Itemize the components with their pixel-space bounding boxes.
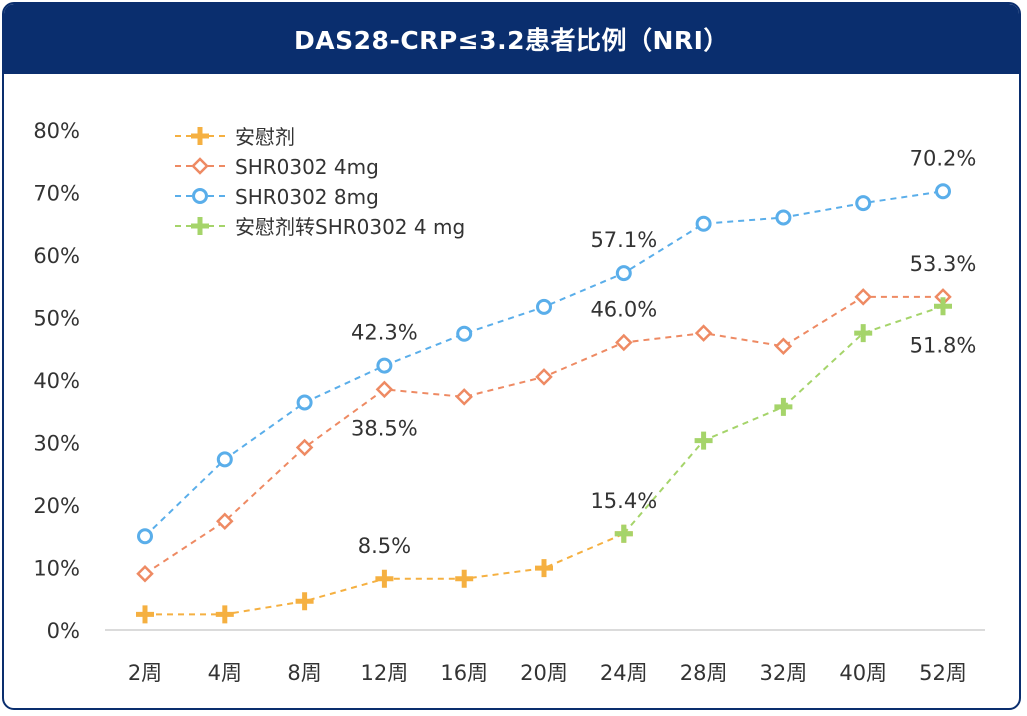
data-point [535,559,553,578]
data-label: 46.0% [590,298,657,322]
data-point [455,388,473,406]
data-point [855,195,872,212]
data-point [694,431,713,450]
data-label: 70.2% [910,146,977,170]
x-tick-label: 24周 [600,661,648,685]
data-point [774,397,793,416]
series-line-2 [144,295,943,575]
data-point [614,524,633,543]
data-point [137,528,153,545]
series-line-3 [144,190,944,537]
chart-title: DAS28-CRP≤3.2患者比例（NRI） [4,4,1019,74]
data-label: 42.3% [351,321,418,345]
y-tick-label: 40% [33,369,80,393]
x-tick-label: 2周 [128,661,162,685]
data-point [854,324,873,343]
data-point [935,183,951,200]
legend-marker [191,157,209,175]
x-tick-label: 52周 [919,661,967,685]
data-point [455,569,474,588]
data-point [854,288,872,306]
legend-marker [191,127,209,145]
data-label: 51.8% [910,333,977,357]
data-point [536,298,552,315]
data-point [615,333,633,352]
data-point [375,569,394,588]
data-point [136,605,154,624]
y-tick-label: 50% [33,307,80,331]
data-point [535,368,553,386]
data-point [375,380,394,399]
data-label: 53.3% [910,252,977,276]
data-point [295,438,314,457]
data-point [775,209,792,226]
legend-label: 安慰剂转SHR0302 4 mg [235,215,465,239]
x-tick-label: 12周 [361,661,409,685]
legend-label: SHR0302 8mg [235,185,379,209]
data-point [136,564,154,583]
y-tick-label: 70% [33,182,80,206]
data-point [774,337,793,356]
x-tick-label: 20周 [520,661,568,685]
y-tick-label: 20% [33,494,80,518]
data-point [216,512,234,531]
y-tick-label: 60% [33,244,80,268]
x-tick-label: 8周 [287,661,321,685]
data-point [456,325,473,342]
legend-marker [192,188,208,204]
y-tick-label: 10% [33,557,80,581]
y-tick-label: 80% [33,119,80,143]
legend-marker [191,217,209,235]
data-point [615,265,632,282]
data-point [296,394,313,411]
data-point [216,451,233,468]
x-tick-label: 16周 [440,661,488,685]
data-point [295,592,314,611]
data-point [376,357,393,374]
x-tick-label: 32周 [760,661,808,685]
data-label: 8.5% [358,534,411,558]
legend-label: 安慰剂 [235,125,295,149]
data-label: 57.1% [590,228,657,252]
data-point [934,297,952,316]
x-tick-label: 40周 [839,661,887,685]
data-point [695,215,712,232]
x-tick-label: 4周 [208,661,242,685]
data-label: 15.4% [590,489,657,513]
data-point [694,324,713,342]
y-tick-label: 30% [33,432,80,456]
x-tick-label: 28周 [680,661,728,685]
y-tick-label: 0% [47,619,80,643]
legend-label: SHR0302 4mg [235,155,379,179]
data-point [215,605,234,624]
data-label: 38.5% [351,416,418,440]
